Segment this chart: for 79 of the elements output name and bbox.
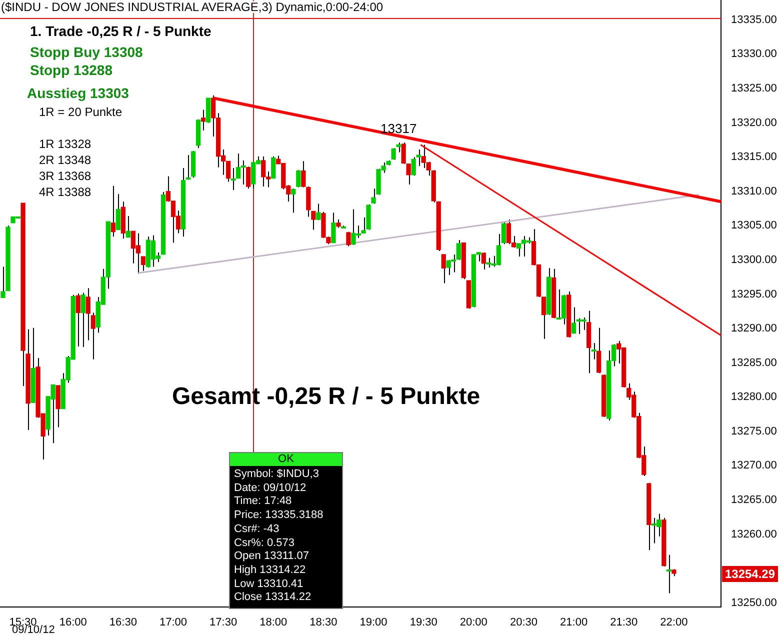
y-tick-label: 13265.00 bbox=[731, 494, 777, 506]
candlestick bbox=[76, 293, 80, 347]
annotation: 1. Trade -0,25 R / - 5 Punkte bbox=[30, 23, 212, 39]
candlestick bbox=[396, 142, 401, 153]
y-tick-label: 13290.00 bbox=[731, 322, 777, 335]
annotation: 1R 13328 bbox=[39, 137, 92, 151]
x-tick-label: 21:30 bbox=[610, 616, 638, 629]
candlestick bbox=[346, 231, 351, 247]
x-tick-label: 22:00 bbox=[660, 616, 688, 629]
candlestick bbox=[271, 156, 276, 179]
annotation: High 13314.22 bbox=[234, 564, 306, 576]
candlestick bbox=[311, 210, 316, 230]
x-tick-label: 16:30 bbox=[109, 616, 137, 629]
candlestick bbox=[86, 288, 90, 341]
annotation: Price: 13335.3188 bbox=[234, 509, 324, 522]
x-tick-label: 19:30 bbox=[410, 616, 438, 629]
annotation: Date: 09/10/12 bbox=[234, 482, 306, 494]
x-tick-label: 20:00 bbox=[460, 616, 488, 629]
y-tick-label: 13285.00 bbox=[731, 356, 777, 369]
y-tick-label: 13270.00 bbox=[731, 460, 777, 472]
candlestick bbox=[391, 148, 396, 160]
x-tick-label: 16:00 bbox=[59, 616, 87, 629]
candlestick bbox=[56, 384, 60, 428]
annotation: Stopp Buy 13308 bbox=[30, 44, 143, 60]
annotation: OK bbox=[230, 453, 342, 465]
annotation: Stopp 13288 bbox=[30, 62, 112, 78]
candlestick bbox=[90, 312, 96, 360]
candlestick bbox=[306, 186, 311, 218]
y-tick-label: 13280.00 bbox=[731, 391, 777, 404]
candlestick bbox=[481, 252, 486, 270]
candlestick bbox=[301, 160, 306, 188]
annotation: 4R 13388 bbox=[39, 185, 92, 199]
candlestick bbox=[541, 296, 546, 340]
candlestick bbox=[331, 212, 336, 244]
candlestick bbox=[296, 170, 301, 188]
annotation: Open 13311.07 bbox=[234, 550, 310, 562]
text: 13254.29 bbox=[722, 566, 778, 582]
candlestick bbox=[291, 188, 296, 214]
chart-title: ($INDU - DOW JONES INDUSTRIAL AVERAGE,3) Dynamic,0:00-24:00 bbox=[1, 0, 384, 14]
y-tick-label: 13275.00 bbox=[731, 425, 777, 438]
candlestick bbox=[110, 185, 116, 238]
annotation: Symbol: $INDU,3 bbox=[234, 468, 319, 480]
y-tick-label: 13260.00 bbox=[731, 528, 777, 540]
annotation: 3R 13368 bbox=[39, 169, 92, 183]
annotation: Time: 17:48 bbox=[234, 495, 292, 508]
candlestick bbox=[126, 216, 131, 238]
annotation: Low 13310.41 bbox=[234, 578, 304, 590]
candlestick bbox=[200, 109, 206, 131]
annotation: Ausstieg 13303 bbox=[27, 85, 129, 101]
y-tick-label: 13335.00 bbox=[731, 14, 777, 26]
candlestick bbox=[441, 254, 446, 284]
candlestick bbox=[116, 194, 120, 230]
x-tick-label: 20:30 bbox=[510, 616, 538, 629]
y-tick-label: 13250.00 bbox=[731, 596, 777, 609]
candlestick bbox=[140, 256, 146, 272]
x-tick-label: 21:00 bbox=[560, 616, 588, 629]
y-tick-label: 13310.00 bbox=[731, 185, 777, 198]
x-tick-label: 17:30 bbox=[210, 616, 238, 629]
x-tick-label: 18:30 bbox=[310, 616, 338, 629]
candlestick bbox=[80, 292, 86, 348]
y-tick-label: 13330.00 bbox=[731, 48, 777, 60]
candlestick bbox=[246, 166, 251, 190]
x-tick-label: 18:00 bbox=[260, 616, 288, 629]
annotation: 2R 13348 bbox=[39, 153, 92, 167]
annotation: 13317 bbox=[380, 120, 417, 136]
annotation: Close 13314.22 bbox=[234, 591, 312, 604]
annotation: Csr%: 0.573 bbox=[234, 536, 295, 548]
y-tick-label: 13320.00 bbox=[731, 116, 777, 129]
y-tick-label: 13305.00 bbox=[731, 220, 777, 232]
y-tick-label: 13300.00 bbox=[731, 254, 777, 266]
annotation: 1R = 20 Punkte bbox=[39, 105, 122, 119]
candlestick bbox=[316, 203, 321, 221]
annotation: Csr#: -43 bbox=[234, 522, 280, 535]
y-tick-label: 13325.00 bbox=[731, 82, 777, 95]
y-tick-label: 13315.00 bbox=[731, 151, 777, 164]
y-tick-label: 13295.00 bbox=[731, 288, 777, 300]
x-tick-label: 19:00 bbox=[360, 616, 388, 629]
candlestick bbox=[596, 327, 602, 374]
x-tick-label: 17:00 bbox=[159, 616, 188, 629]
